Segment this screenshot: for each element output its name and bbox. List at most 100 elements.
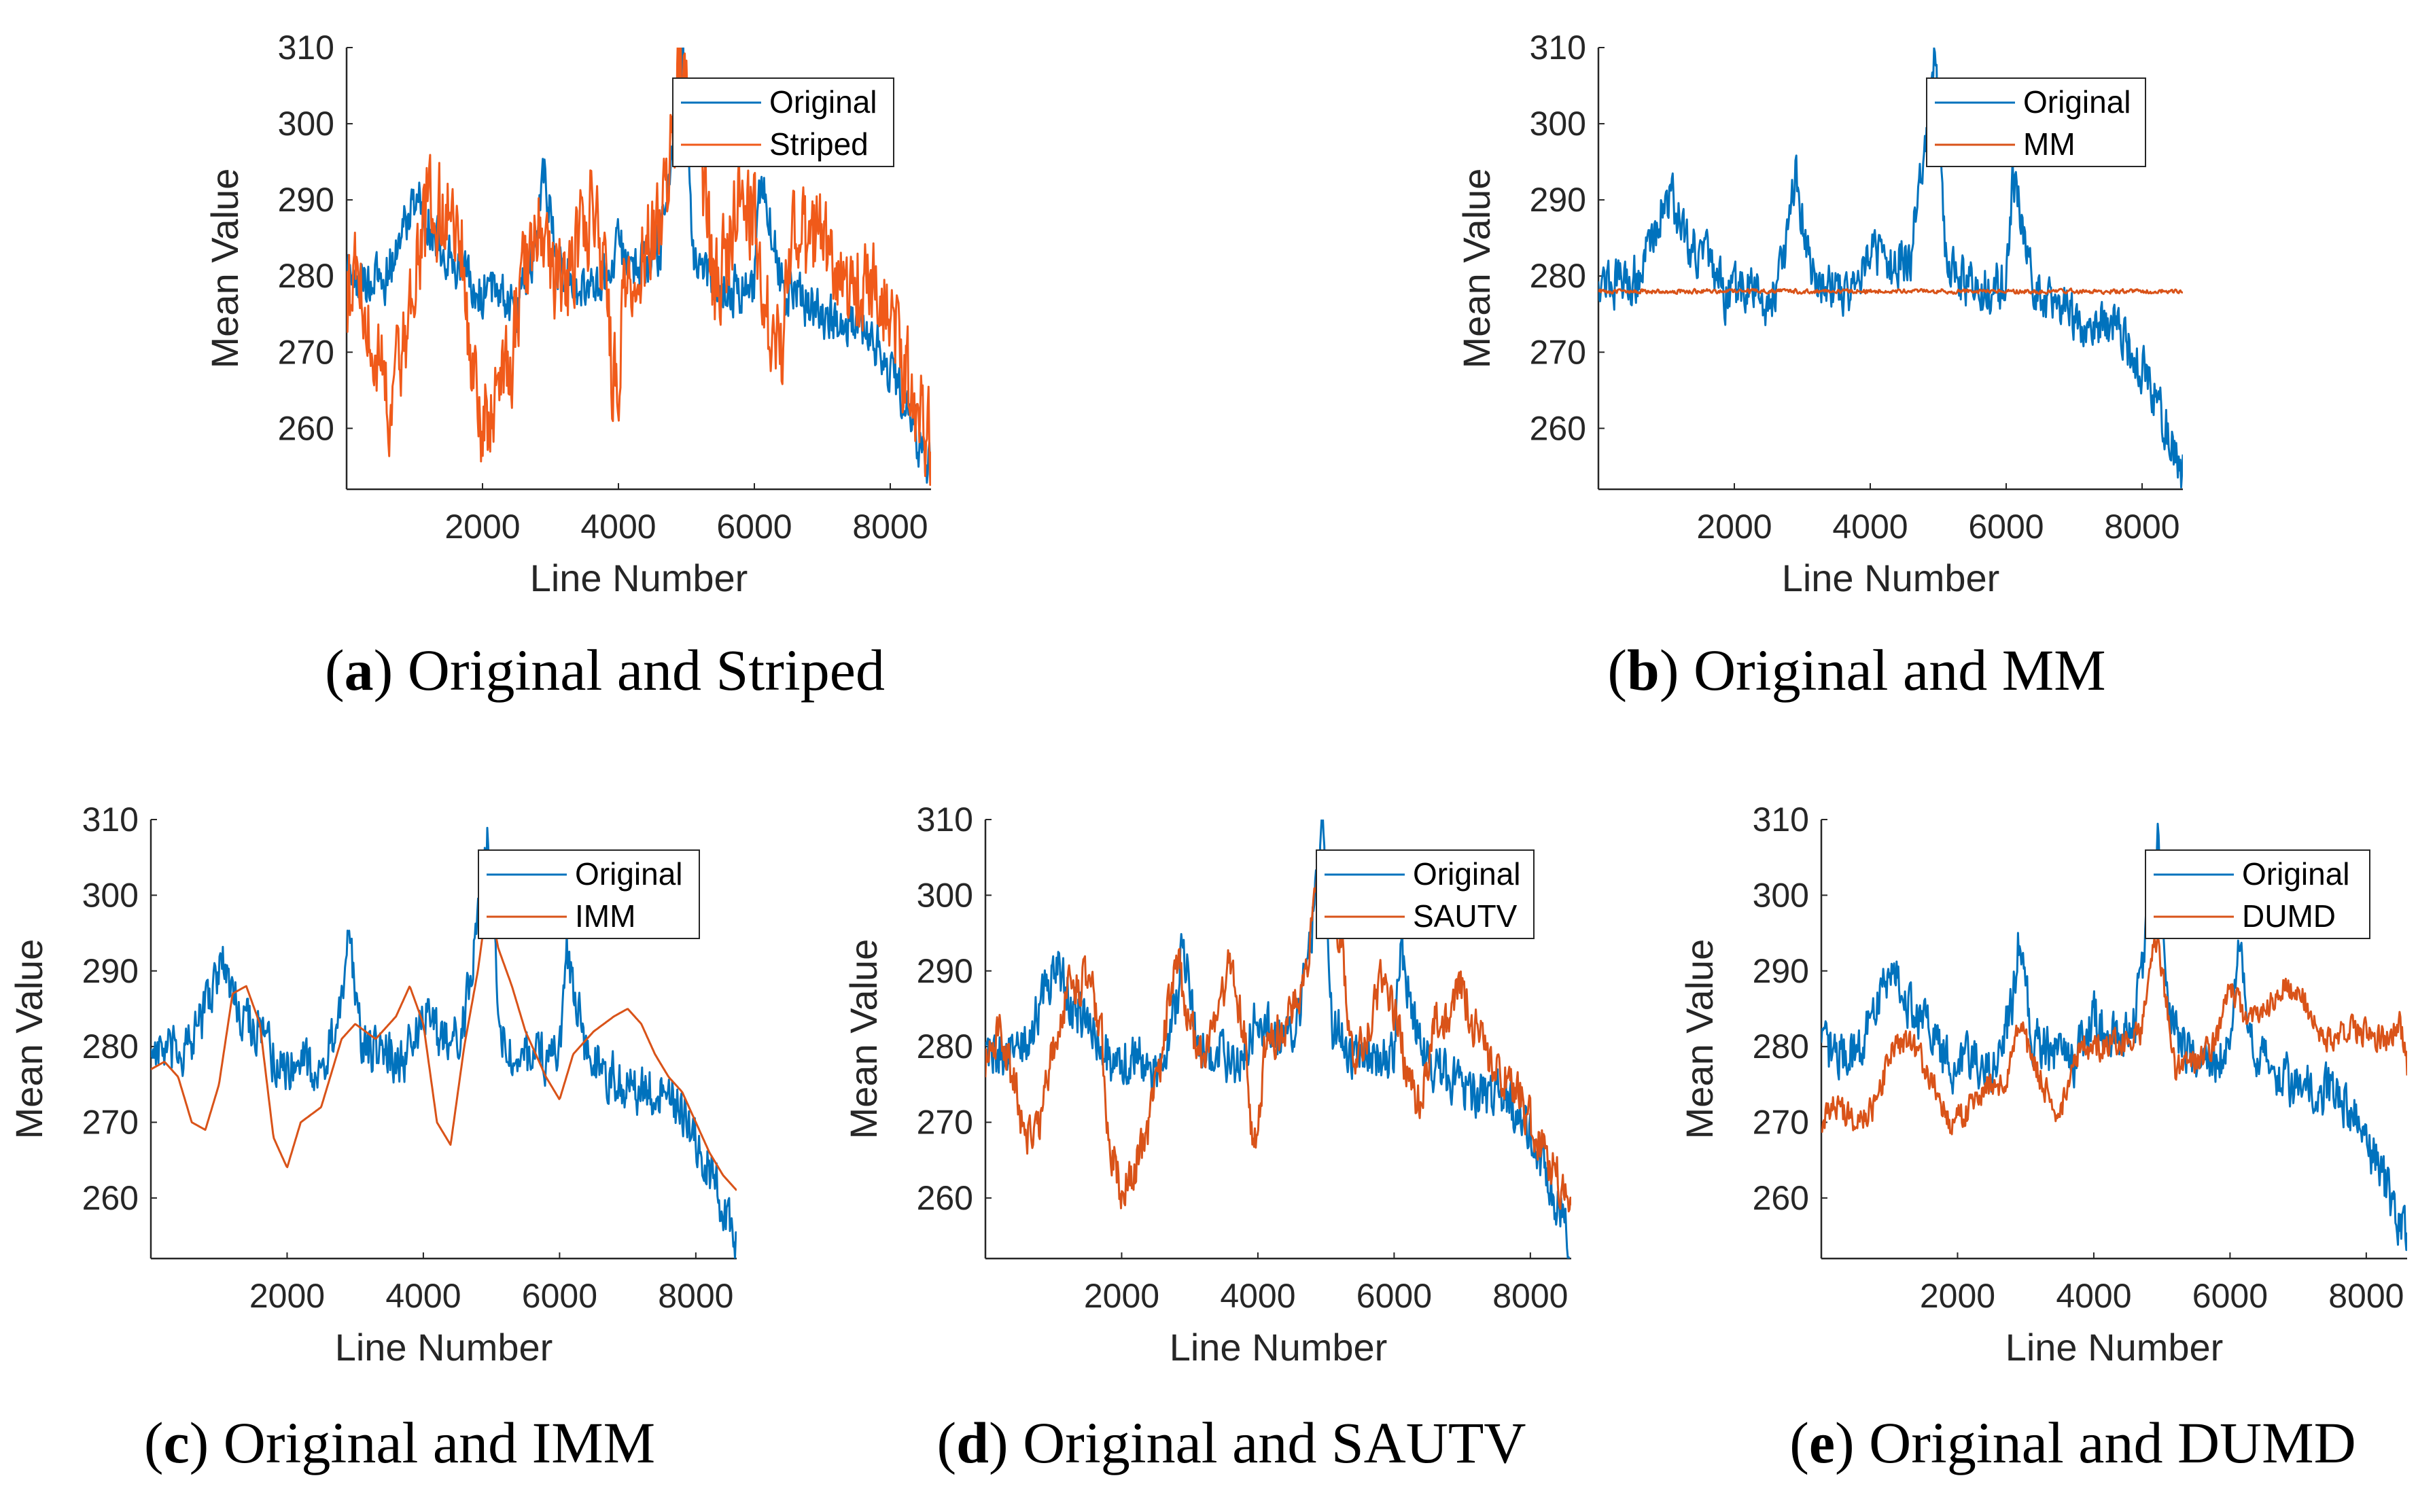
y-tick-label: 270 — [917, 1104, 973, 1142]
legend: Original SAUTV — [1316, 849, 1535, 939]
y-axis-label: Mean Value — [7, 939, 50, 1140]
legend: Original Striped — [672, 77, 894, 167]
legend-entry: Original — [1413, 856, 1521, 892]
series-line-original — [1821, 822, 2407, 1251]
x-tick-label: 2000 — [444, 508, 520, 546]
series-line-imm — [151, 894, 737, 1191]
panel-caption: (d) Original and SAUTV — [936, 1410, 1526, 1475]
y-tick-label: 310 — [917, 801, 973, 839]
x-axis-label: Line Number — [530, 557, 748, 599]
y-axis-label: Mean Value — [203, 169, 246, 369]
x-axis-label: Line Number — [1782, 557, 2000, 599]
y-tick-label: 280 — [917, 1027, 973, 1066]
y-tick-label: 290 — [1753, 952, 1809, 990]
legend-entry: IMM — [575, 898, 635, 934]
y-tick-label: 300 — [1753, 876, 1809, 914]
legend-box — [2145, 849, 2370, 939]
y-tick-label: 280 — [82, 1027, 139, 1066]
x-tick-label: 2000 — [1084, 1277, 1159, 1315]
x-tick-label: 6000 — [522, 1277, 597, 1315]
y-tick-label: 290 — [917, 952, 973, 990]
panel-caption: (a) Original and Striped — [325, 637, 885, 703]
y-tick-label: 260 — [278, 409, 334, 447]
y-tick-label: 280 — [1530, 257, 1586, 295]
legend-entry: Original — [2023, 84, 2131, 120]
series-line-original — [1598, 48, 2183, 489]
y-axis-label: Mean Value — [1455, 169, 1498, 369]
y-tick-label: 260 — [1753, 1179, 1809, 1217]
x-tick-label: 2000 — [1696, 508, 1772, 546]
x-tick-label: 4000 — [1220, 1277, 1295, 1315]
series-line-original — [151, 826, 737, 1259]
x-axis-label: Line Number — [1170, 1326, 1388, 1369]
legend-entry: Striped — [769, 126, 869, 162]
y-tick-label: 270 — [1530, 333, 1586, 371]
y-tick-label: 290 — [278, 181, 334, 219]
y-tick-label: 260 — [82, 1179, 139, 1217]
legend-entry: Original — [769, 84, 877, 120]
x-tick-label: 8000 — [2104, 508, 2179, 546]
legend-entry: DUMD — [2242, 898, 2336, 934]
series-line-dumd — [1821, 935, 2407, 1136]
x-tick-label: 4000 — [580, 508, 656, 546]
y-tick-label: 290 — [1530, 181, 1586, 219]
y-tick-label: 270 — [278, 333, 334, 371]
panel-caption: (c) Original and IMM — [144, 1410, 655, 1475]
y-tick-label: 300 — [278, 105, 334, 143]
y-tick-label: 260 — [1530, 409, 1586, 447]
chart-panel-b: 260 270 280 290 300 310 2000 4000 6000 8000 Line N… — [1455, 29, 2183, 703]
x-tick-label: 8000 — [2328, 1277, 2404, 1315]
chart-panel-d: 260 270 280 290 300 310 2000 4000 6000 8000 Line N… — [842, 801, 1571, 1475]
y-tick-label: 300 — [1530, 105, 1586, 143]
legend-entry: SAUTV — [1413, 898, 1518, 934]
x-axis-label: Line Number — [2005, 1326, 2224, 1369]
x-axis-label: Line Number — [335, 1326, 553, 1369]
y-tick-label: 270 — [1753, 1104, 1809, 1142]
series-line-mm — [1598, 287, 2183, 296]
x-tick-label: 4000 — [1832, 508, 1908, 546]
y-tick-label: 310 — [82, 801, 139, 839]
y-tick-label: 310 — [1530, 29, 1586, 67]
series-line-original — [347, 48, 931, 484]
y-tick-label: 270 — [82, 1104, 139, 1142]
x-tick-label: 6000 — [1356, 1277, 1432, 1315]
x-tick-label: 4000 — [2056, 1277, 2131, 1315]
y-tick-label: 280 — [1753, 1027, 1809, 1066]
chart-panel-a: 260 270 280 290 300 310 2000 4000 6000 8000 Line N… — [203, 29, 931, 703]
legend: Original DUMD — [2145, 849, 2370, 939]
chart-panel-e: 260 270 280 290 300 310 2000 4000 6000 8000 Line N… — [1678, 801, 2407, 1475]
x-tick-label: 2000 — [1920, 1277, 1995, 1315]
legend-entry: Original — [575, 856, 683, 892]
y-tick-label: 300 — [82, 876, 139, 914]
y-tick-label: 310 — [1753, 801, 1809, 839]
y-tick-label: 290 — [82, 952, 139, 990]
legend-box — [672, 77, 894, 167]
x-tick-label: 8000 — [852, 508, 928, 546]
x-tick-label: 8000 — [1492, 1277, 1568, 1315]
y-tick-label: 260 — [917, 1179, 973, 1217]
x-tick-label: 4000 — [385, 1277, 461, 1315]
chart-panel-c: 260 270 280 290 300 310 2000 4000 6000 8000 Line N… — [7, 801, 737, 1475]
series-line-striped — [347, 48, 931, 486]
panel-caption: (e) Original and DUMD — [1789, 1410, 2356, 1475]
series-line-sautv — [985, 852, 1571, 1213]
legend-entry: MM — [2023, 126, 2075, 162]
x-tick-label: 2000 — [249, 1277, 325, 1315]
x-tick-label: 6000 — [2192, 1277, 2268, 1315]
legend-box — [1316, 849, 1535, 939]
x-tick-label: 6000 — [716, 508, 792, 546]
y-axis-label: Mean Value — [1678, 939, 1721, 1140]
y-tick-label: 280 — [278, 257, 334, 295]
legend-entry: Original — [2242, 856, 2350, 892]
y-axis-label: Mean Value — [842, 939, 885, 1140]
x-tick-label: 6000 — [1968, 508, 2044, 546]
x-tick-label: 8000 — [658, 1277, 733, 1315]
legend: Original MM — [1926, 77, 2146, 167]
y-tick-label: 310 — [278, 29, 334, 67]
legend-box — [478, 849, 700, 939]
legend: Original IMM — [478, 849, 700, 939]
panel-caption: (b) Original and MM — [1607, 637, 2105, 703]
legend-box — [1926, 77, 2146, 167]
y-tick-label: 300 — [917, 876, 973, 914]
